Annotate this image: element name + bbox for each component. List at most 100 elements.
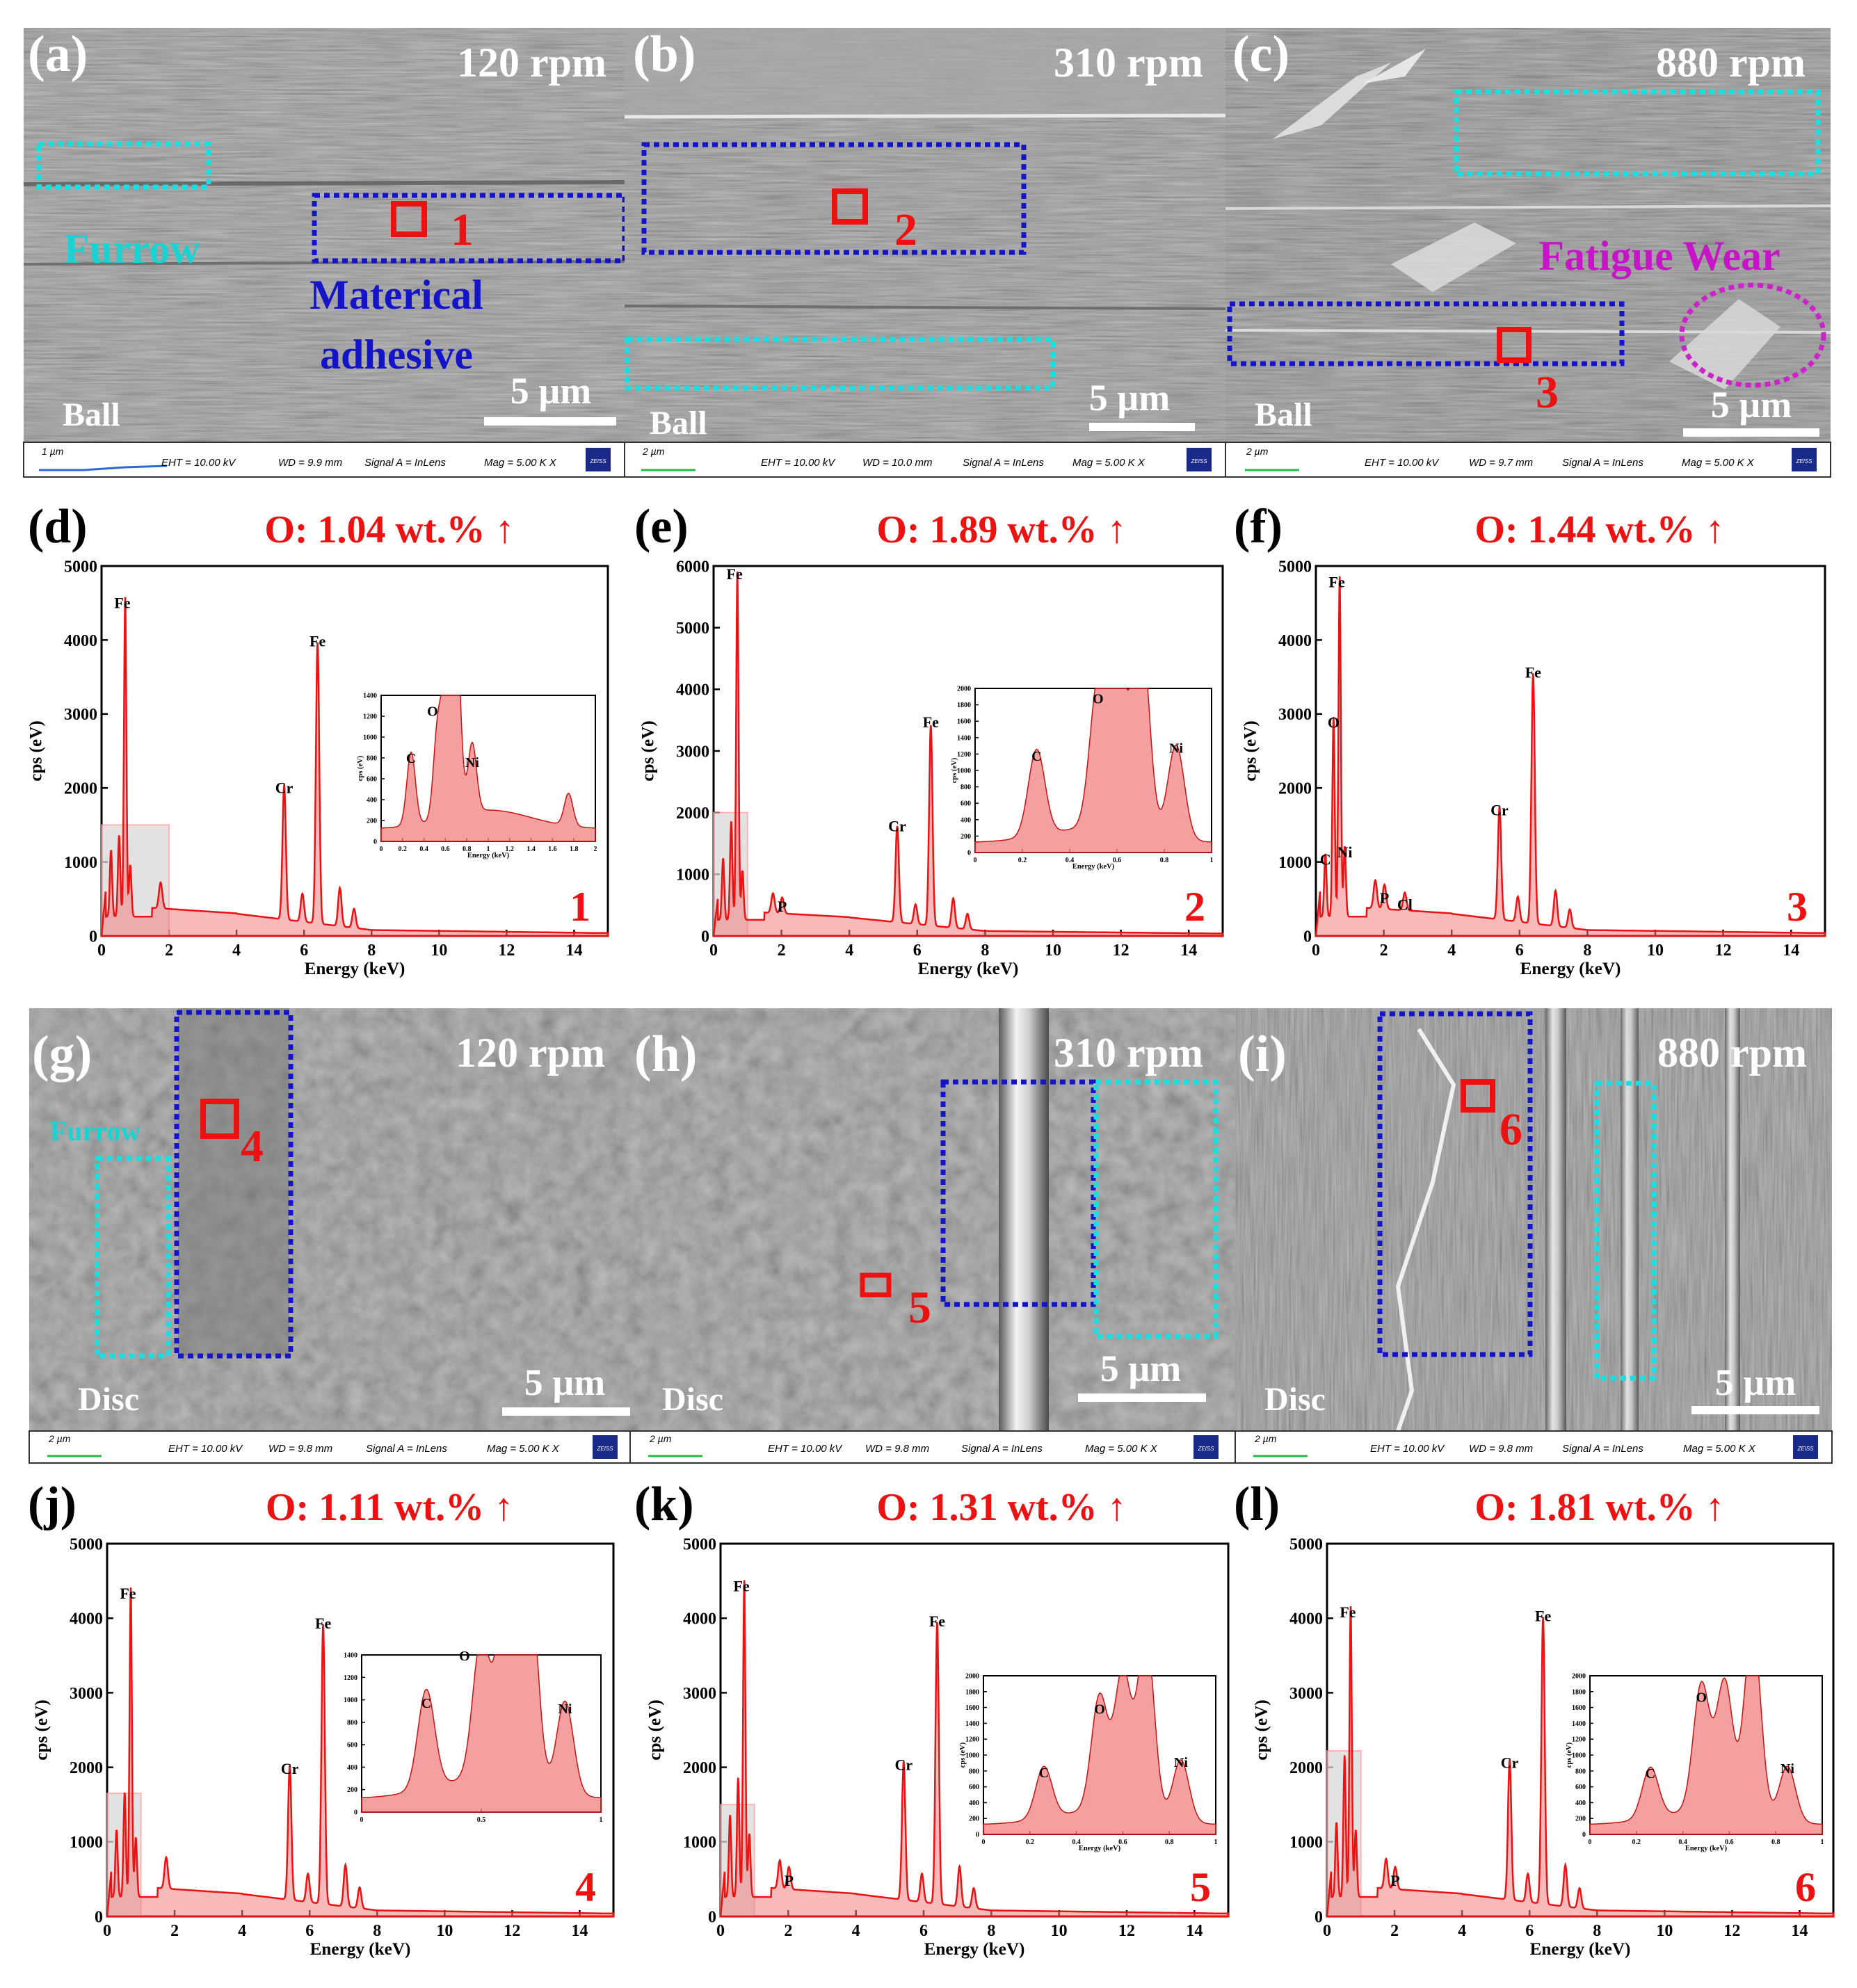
- svg-text:WD = 9.8 mm: WD = 9.8 mm: [1469, 1443, 1533, 1455]
- x-tick-label: 2: [1390, 1922, 1399, 1940]
- svg-text:ZEISS: ZEISS: [1197, 1446, 1214, 1452]
- x-tick-label: 2: [594, 846, 597, 853]
- x-tick-label: 0.2: [1632, 1839, 1641, 1846]
- panel-label: (a): [28, 26, 88, 83]
- svg-text:Signal A = InLens: Signal A = InLens: [963, 457, 1044, 469]
- svg-text:EHT = 10.00 kV: EHT = 10.00 kV: [768, 1443, 843, 1455]
- x-tick-label: 2: [170, 1922, 179, 1940]
- y-tick-label: 600: [960, 800, 971, 808]
- point-number: 6: [1500, 1104, 1522, 1155]
- x-tick-label: 0: [360, 1816, 364, 1824]
- svg-text:WD = 9.8 mm: WD = 9.8 mm: [865, 1443, 929, 1455]
- y-tick-label: 200: [1575, 1816, 1586, 1823]
- x-tick-label: 4: [232, 942, 241, 960]
- x-tick-label: 1: [487, 846, 490, 853]
- inset-peak-label: C: [406, 751, 416, 766]
- point-number: 2: [894, 204, 917, 255]
- svg-text:2 µm: 2 µm: [649, 1433, 672, 1444]
- svg-text:1 µm: 1 µm: [42, 446, 64, 457]
- x-tick-label: 0.4: [1066, 857, 1075, 864]
- y-tick-label: 800: [367, 755, 377, 763]
- speed-label: 880 rpm: [1656, 40, 1806, 86]
- inset-plot: 0 0.2 0.4 0.6 0.8 1 1.2 1.4 1.6 1.8 2 0 200 400 600 800…: [357, 693, 597, 860]
- panel-label: (j): [28, 1478, 77, 1531]
- x-axis-label: Energy (keV): [1072, 863, 1115, 871]
- peak-label: Fe: [1340, 1603, 1356, 1621]
- inset-peak-label: C: [421, 1696, 431, 1711]
- x-tick-label: 0.2: [399, 846, 408, 853]
- scale-bar: [1089, 423, 1195, 431]
- x-tick-label: 4: [1447, 942, 1456, 960]
- y-tick-label: 1000: [1572, 1752, 1586, 1760]
- x-tick-label: 14: [1783, 942, 1799, 960]
- eds-chart-l: (l) O: 1.81 wt.% ↑0 2 4 6 8 10 12 14010002000300…: [1234, 1478, 1835, 1959]
- y-tick-label: 3000: [1289, 1685, 1323, 1703]
- svg-text:EHT = 10.00 kV: EHT = 10.00 kV: [168, 1443, 243, 1455]
- peak-label: Ni: [1337, 843, 1352, 861]
- svg-text:EHT = 10.00 kV: EHT = 10.00 kV: [161, 457, 236, 469]
- sem-panel-c: (c) 880 rpm Fatigue Wear 3 5 µm Ball 2 µ…: [1225, 26, 1831, 478]
- peak-label: C: [1320, 851, 1331, 868]
- inset-plot: 0 0.5 1 0 200 400 600 800 1000 1200 1400 C O Ni: [344, 1649, 603, 1824]
- scale-label: 5 µm: [524, 1361, 606, 1403]
- peak-label: Fe: [727, 565, 743, 583]
- x-tick-label: 0: [1323, 1922, 1331, 1940]
- y-tick-label: 1000: [344, 1697, 357, 1704]
- chart-title: O: 1.11 wt.% ↑: [266, 1486, 513, 1529]
- y-axis-label: cps (eV): [959, 1742, 967, 1768]
- panel-label: (c): [1232, 26, 1289, 83]
- y-tick-label: 800: [1575, 1768, 1586, 1775]
- y-tick-label: 4000: [683, 1610, 716, 1629]
- x-tick-label: 10: [1647, 942, 1664, 960]
- y-tick-label: 400: [347, 1764, 357, 1772]
- sem-panel-g: (g) 120 rpm Furrow 4 5 µm Disc 2 µm EHT …: [29, 1008, 631, 1464]
- peak-label: Fe: [120, 1585, 136, 1602]
- x-axis-label: Energy (keV): [310, 1940, 411, 1959]
- inset-plot: 0 0.2 0.4 0.6 0.8 1 0 200 400 600 800 1000 1200 1400 1…: [959, 1673, 1218, 1853]
- panel-label: (g): [32, 1026, 92, 1083]
- y-tick-label: 1000: [957, 768, 971, 775]
- annotation-furrow: Furrow: [50, 1115, 140, 1147]
- y-tick-label: 4000: [676, 681, 709, 700]
- x-tick-label: 0.2: [1018, 857, 1027, 864]
- svg-text:WD = 10.0 mm: WD = 10.0 mm: [862, 457, 932, 469]
- y-tick-label: 0: [967, 850, 971, 857]
- inset-spectrum: [380, 695, 596, 842]
- x-tick-label: 6: [305, 1922, 314, 1940]
- scale-bar: [1078, 1393, 1206, 1402]
- x-tick-label: 0: [716, 1922, 725, 1940]
- inset-peak-label: O: [1696, 1690, 1707, 1706]
- y-tick-label: 200: [960, 833, 971, 841]
- x-tick-label: 1.8: [570, 846, 579, 853]
- peak-label: Cr: [894, 1756, 913, 1774]
- svg-text:2 µm: 2 µm: [642, 446, 665, 457]
- speed-label: 310 rpm: [1054, 1030, 1203, 1076]
- x-tick-label: 10: [1656, 1922, 1673, 1940]
- y-tick-label: 5000: [1289, 1535, 1323, 1553]
- spectrum-series: [712, 571, 1224, 937]
- sem-panel-a: (a) 120 rpm Furrow Materical adhesive 1 …: [23, 26, 627, 478]
- y-tick-label: 1600: [957, 718, 971, 726]
- y-tick-label: 3000: [64, 706, 97, 724]
- y-tick-label: 1000: [683, 1834, 716, 1852]
- peak-label: Fe: [310, 633, 325, 650]
- speed-label: 120 rpm: [456, 1030, 605, 1076]
- svg-text:ZEISS: ZEISS: [1796, 1446, 1814, 1452]
- svg-text:Mag = 5.00 K X: Mag = 5.00 K X: [484, 457, 557, 469]
- peak-label: Cl: [1397, 896, 1413, 913]
- inset-spectrum: [983, 1675, 1216, 1835]
- peak-label: Cr: [1490, 801, 1509, 818]
- panel-label: (e): [634, 500, 689, 553]
- y-tick-label: 2000: [957, 686, 971, 693]
- inset-spectrum: [974, 688, 1212, 853]
- x-tick-label: 12: [1118, 1922, 1135, 1940]
- y-tick-label: 1400: [957, 734, 971, 742]
- x-tick-label: 6: [1516, 942, 1524, 960]
- annotation-adhesive: adhesive: [320, 332, 473, 378]
- y-tick-label: 5000: [683, 1535, 716, 1553]
- x-tick-label: 0: [103, 1922, 111, 1940]
- inset-plot: 0 0.2 0.4 0.6 0.8 1 0 200 400 600 800 1000 1200 1400 1…: [951, 686, 1214, 871]
- x-tick-label: 4: [1458, 1922, 1466, 1940]
- y-tick-label: 3000: [683, 1685, 716, 1703]
- spectrum-series: [100, 597, 609, 937]
